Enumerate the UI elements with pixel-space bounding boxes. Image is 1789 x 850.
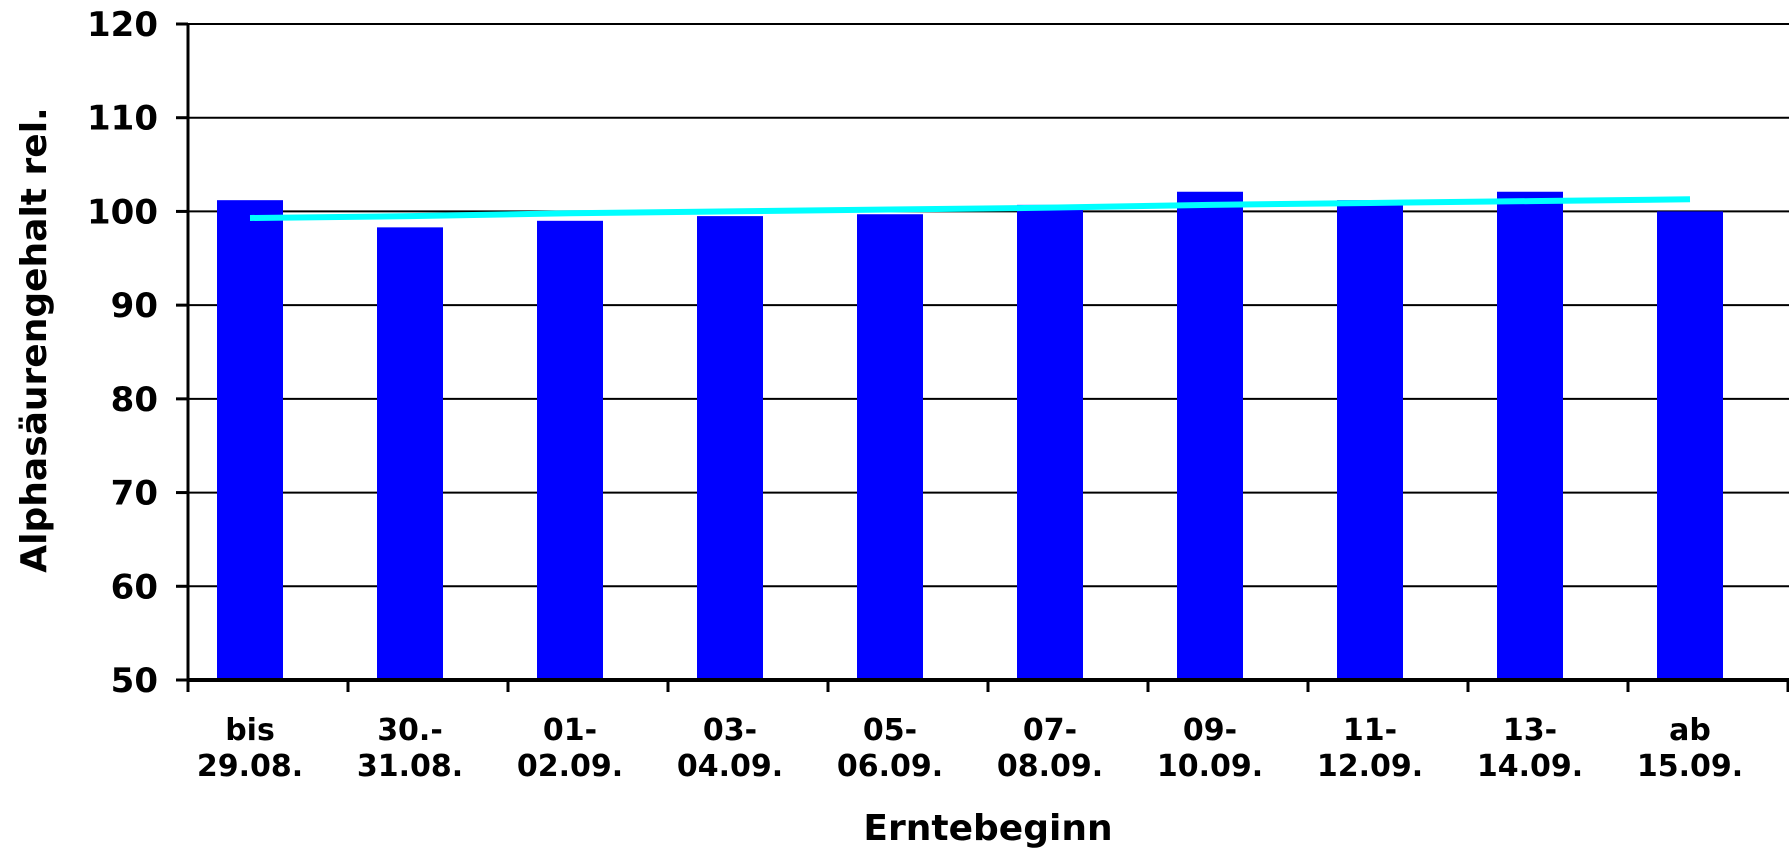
x-tick-label: 13-14.09. bbox=[1477, 713, 1583, 784]
trend-line-series bbox=[249, 196, 1691, 221]
y-axis-tick-labels: 50 60 70 80 90 100 110 120 bbox=[87, 5, 158, 701]
axes bbox=[186, 24, 1789, 692]
x-tick-label: 01-02.09. bbox=[517, 713, 623, 784]
y-tick-label: 50 bbox=[111, 661, 158, 701]
bar bbox=[537, 220, 603, 681]
bar bbox=[697, 216, 763, 680]
x-tick-label: 03-04.09. bbox=[677, 713, 783, 784]
y-axis-title: Alphasäurengehalt rel. bbox=[14, 107, 55, 572]
y-tick-label: 110 bbox=[87, 99, 158, 139]
y-tick-label: 70 bbox=[111, 474, 158, 514]
x-tick-label: 05-06.09. bbox=[837, 713, 943, 784]
x-tick-label: bis 29.08. bbox=[197, 713, 303, 784]
bar bbox=[1177, 191, 1243, 680]
x-axis-title: Erntebeginn bbox=[863, 808, 1112, 849]
y-tick-label: 120 bbox=[87, 5, 158, 45]
y-tick-label: 90 bbox=[111, 286, 158, 326]
bar bbox=[1337, 200, 1403, 680]
x-axis-tick-labels: bis 29.08. 30.-31.08. 01-02.09. 03-04.09. 05-… bbox=[197, 713, 1743, 784]
bar bbox=[1017, 204, 1083, 680]
x-tick-label: 30.-31.08. bbox=[357, 713, 463, 784]
x-tick-label: 11-12.09. bbox=[1317, 713, 1423, 784]
y-tick-label: 80 bbox=[111, 380, 158, 420]
x-tick-label: 09-10.09. bbox=[1157, 713, 1263, 784]
x-tick-label: ab 15.09. bbox=[1637, 713, 1743, 784]
y-tick-label: 100 bbox=[87, 192, 158, 232]
trend-line bbox=[249, 196, 1691, 221]
x-tick-label: 07-08.09. bbox=[997, 713, 1103, 784]
bar bbox=[217, 200, 283, 680]
bar bbox=[377, 227, 443, 681]
bar-series bbox=[217, 191, 1723, 681]
bar bbox=[1497, 191, 1563, 680]
bar bbox=[1657, 211, 1723, 680]
bar bbox=[857, 214, 923, 681]
y-tick-label: 60 bbox=[111, 567, 158, 607]
